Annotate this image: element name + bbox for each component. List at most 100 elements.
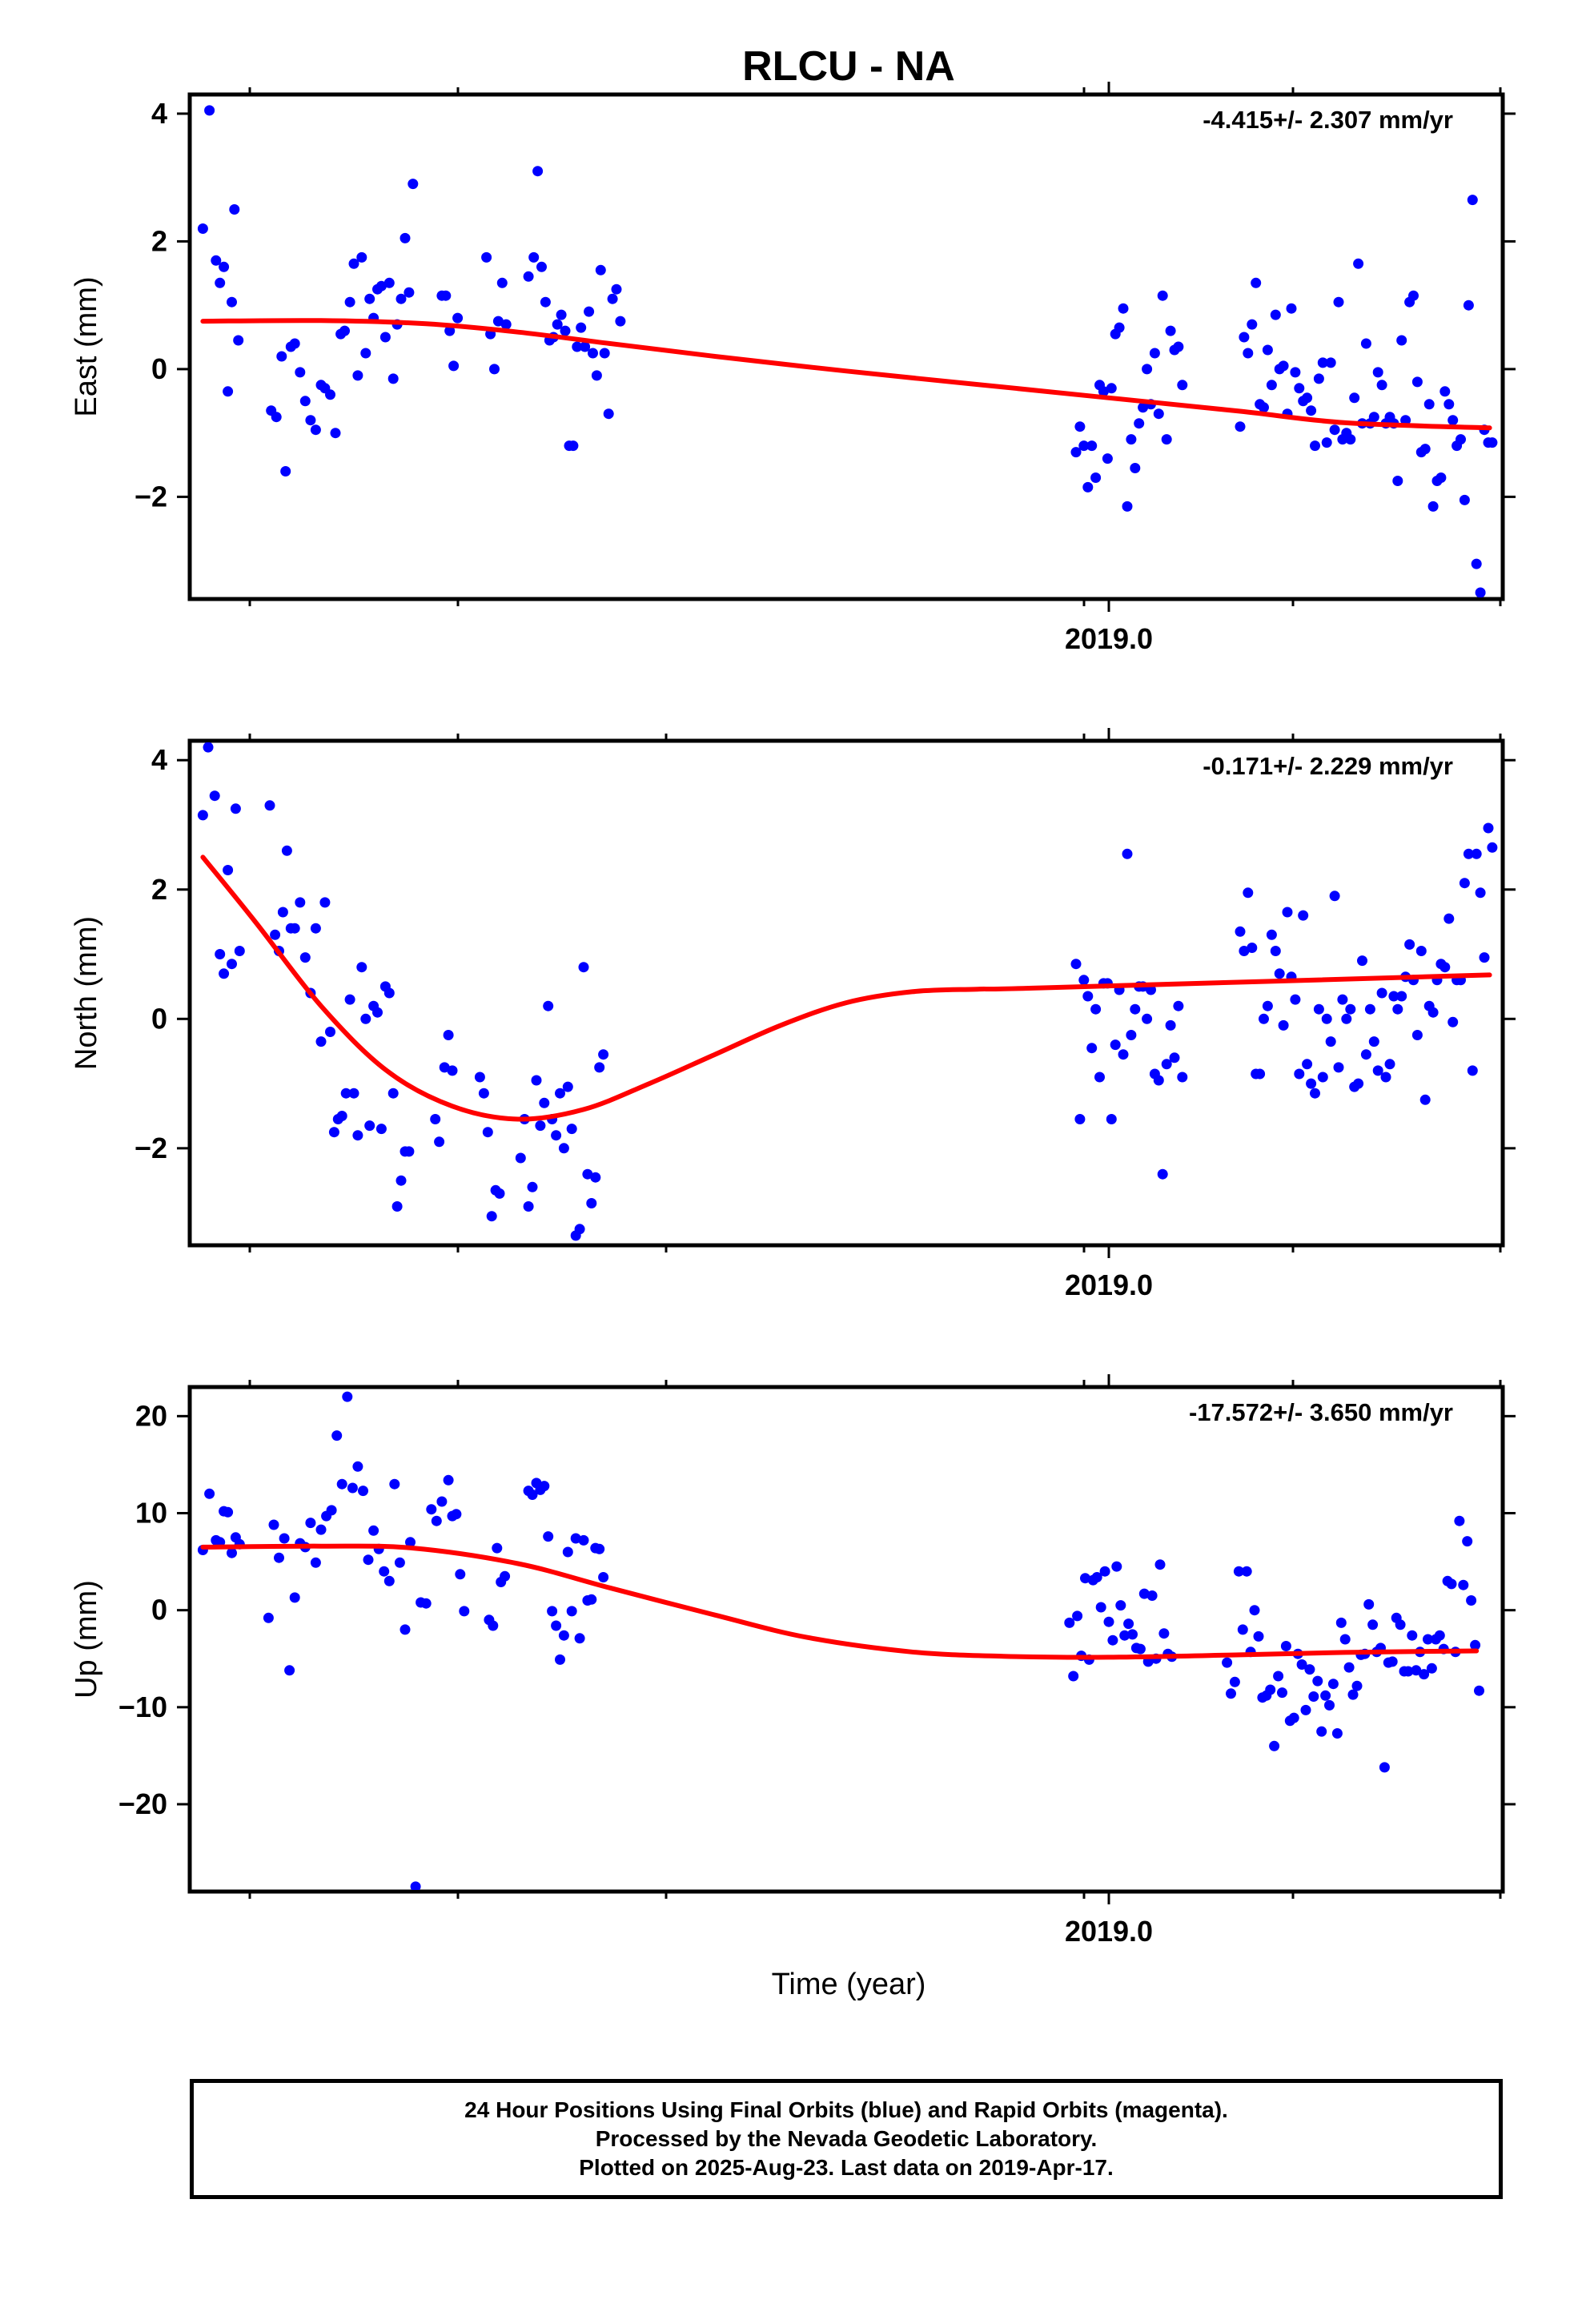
data-point [431,1515,442,1526]
data-point [531,1075,542,1086]
data-point [1367,1619,1379,1630]
data-point [1118,303,1129,314]
data-point [1262,1000,1273,1011]
data-point [1130,1003,1141,1015]
data-point [408,179,419,190]
data-point [1329,891,1340,902]
data-point [1161,434,1172,445]
data-point [1403,1666,1414,1677]
data-point [276,351,287,362]
data-point [1119,1630,1130,1641]
data-point [1343,1662,1355,1673]
data-point [310,923,321,934]
data-point [1325,357,1336,368]
data-point [1226,1688,1236,1699]
data-point [528,251,540,263]
data-point [1102,453,1113,464]
data-point [1411,376,1423,388]
data-point [500,1570,511,1582]
data-point [1064,1617,1075,1628]
data-point [387,373,399,384]
data-point [1130,463,1141,473]
data-point [204,1488,215,1499]
plot-frame [187,92,1505,601]
data-point [1273,1671,1284,1682]
data-point [1098,386,1109,397]
data-point [1080,1573,1090,1584]
data-point [562,1546,573,1558]
data-point [289,923,300,934]
data-point [1411,1030,1423,1040]
data-point [586,1594,597,1605]
data-point [444,325,456,336]
data-point [489,364,500,375]
data-point [1123,1618,1134,1630]
data-point [1082,991,1094,1002]
data-point [1134,1643,1146,1655]
data-point [352,370,363,381]
data-point [1471,558,1482,569]
data-point [1392,1003,1403,1015]
data-point [1470,1639,1481,1651]
data-point [1467,195,1478,206]
data-point [1074,1114,1086,1124]
data-point [1270,309,1281,320]
data-point [1270,946,1281,956]
data-point [492,1542,503,1554]
data-point [1239,946,1250,956]
data-point [1146,984,1156,995]
data-point [1169,1052,1180,1063]
data-point [1487,842,1498,853]
data-point [576,322,587,333]
data-point [1384,1059,1395,1070]
data-point [396,1175,407,1186]
data-point [325,1027,335,1037]
east-panel: 2019.0 4 2 0 −2 East (mm) -4.415+/- 2.307 mm/y… [70,82,1516,655]
data-point [347,1482,358,1494]
data-point [1372,367,1383,378]
data-point [584,306,595,317]
data-point [336,1478,347,1490]
data-point [1317,1072,1328,1083]
data-point [364,1120,375,1132]
data-point [594,1543,605,1554]
data-point [1288,1712,1299,1723]
data-point [1423,1634,1433,1645]
data-point [1419,1094,1431,1105]
data-point [1302,1059,1313,1070]
data-point [1396,991,1407,1002]
y-tick-label: 2 [151,873,167,906]
data-point [404,1146,415,1157]
data-point [1379,1762,1390,1773]
data-point [568,440,579,452]
data-point [325,389,335,400]
data-point [203,742,214,753]
rate-annotation: -17.572+/- 3.650 mm/yr [1189,1398,1453,1426]
data-point [1487,437,1498,448]
data-point [1372,1065,1383,1076]
x-tick-label: 2019.0 [1065,1269,1153,1301]
data-point [594,1062,605,1073]
data-point [1095,1602,1106,1613]
data-point [1426,1663,1437,1674]
data-point [1475,587,1486,597]
data-point [219,968,230,979]
fit-curve [200,318,1492,431]
data-point [1316,1726,1327,1737]
data-point [1463,848,1474,859]
data-point [1407,1630,1418,1641]
y-tick-label: 20 [135,1399,167,1432]
data-layer [197,105,1498,597]
data-point [1153,408,1164,420]
data-point [1304,1664,1315,1675]
fit-curve [200,1543,1480,1660]
data-point [1349,392,1360,404]
data-point [1454,1515,1465,1526]
data-point [400,232,411,243]
data-point [1310,440,1320,452]
data-point [227,1547,237,1558]
data-point [379,1566,390,1577]
data-point [523,271,534,282]
data-point [1404,939,1415,950]
